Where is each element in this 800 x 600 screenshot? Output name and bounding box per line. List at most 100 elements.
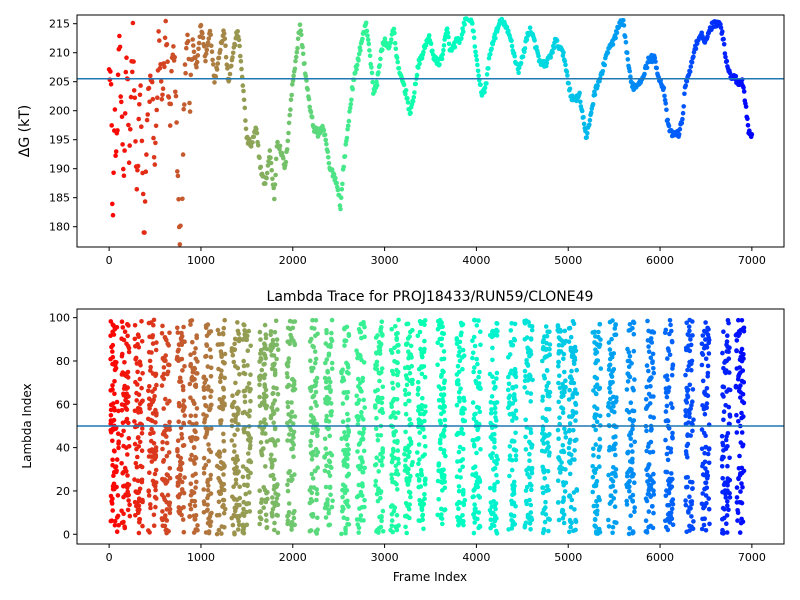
lambda-point xyxy=(263,464,268,469)
lambda-point xyxy=(175,330,181,335)
lambda-point xyxy=(289,474,294,479)
delta-g-point xyxy=(151,135,156,141)
lambda-point xyxy=(688,342,694,348)
x-tick-label: 3000 xyxy=(371,551,399,564)
lambda-point xyxy=(114,457,120,462)
lambda-point xyxy=(218,349,224,354)
lambda-point xyxy=(556,436,561,442)
lambda-point xyxy=(527,372,532,378)
delta-g-point xyxy=(160,86,166,91)
lambda-point xyxy=(274,337,280,342)
lambda-point xyxy=(545,393,551,399)
lambda-point xyxy=(471,334,477,340)
lambda-point xyxy=(273,318,279,324)
delta-g-point xyxy=(677,126,683,132)
lambda-point xyxy=(121,484,126,489)
lambda-point xyxy=(380,384,386,390)
lambda-point xyxy=(355,522,361,527)
lambda-point xyxy=(488,410,494,416)
lambda-point xyxy=(354,393,360,399)
lambda-point xyxy=(493,410,498,416)
delta-g-point xyxy=(229,63,234,69)
lambda-point xyxy=(187,514,193,519)
lambda-point xyxy=(160,446,165,452)
lambda-point xyxy=(163,513,168,518)
delta-g-point xyxy=(356,58,361,63)
lambda-point xyxy=(233,481,239,486)
delta-g-point xyxy=(198,22,204,28)
lambda-point xyxy=(375,387,381,393)
delta-g-point xyxy=(212,80,217,85)
lambda-point xyxy=(406,398,411,404)
lambda-point xyxy=(627,459,633,464)
lambda-point xyxy=(121,386,127,391)
lambda-point xyxy=(701,522,707,528)
lambda-point xyxy=(394,360,399,365)
lambda-point xyxy=(460,464,466,470)
lambda-point xyxy=(473,485,479,490)
lambda-point xyxy=(289,400,294,405)
lambda-point xyxy=(181,398,187,404)
delta-g-point xyxy=(524,37,530,42)
lambda-point xyxy=(285,521,290,527)
delta-g-point xyxy=(395,59,401,65)
delta-g-point xyxy=(360,36,365,42)
delta-g-point xyxy=(240,83,246,88)
lambda-point xyxy=(630,385,635,391)
lambda-point xyxy=(437,440,443,446)
lambda-point xyxy=(720,489,725,495)
lambda-point xyxy=(241,358,246,364)
delta-g-point xyxy=(610,42,616,47)
lambda-point xyxy=(419,371,425,377)
delta-g-point xyxy=(300,44,305,50)
lambda-point xyxy=(699,446,705,452)
delta-g-point xyxy=(168,101,174,107)
delta-g-point xyxy=(720,29,725,34)
lambda-point xyxy=(232,341,237,347)
lambda-point xyxy=(456,499,462,505)
lambda-point xyxy=(492,445,497,450)
lambda-point xyxy=(124,445,129,451)
lambda-point xyxy=(270,401,276,407)
lambda-point xyxy=(272,443,278,448)
lambda-point xyxy=(110,349,115,354)
lambda-point xyxy=(418,467,424,473)
lambda-point xyxy=(287,432,292,437)
delta-g-point xyxy=(346,118,352,124)
lambda-point xyxy=(389,518,395,523)
lambda-point xyxy=(148,505,153,511)
lambda-point xyxy=(736,419,741,424)
lambda-point xyxy=(309,499,315,504)
lambda-point xyxy=(507,453,513,459)
lambda-point xyxy=(163,516,168,522)
lambda-point xyxy=(205,426,210,432)
lambda-point xyxy=(148,417,154,423)
lambda-point xyxy=(736,333,741,339)
lambda-point xyxy=(594,342,600,347)
lambda-point xyxy=(146,493,152,498)
lambda-point xyxy=(644,363,650,368)
lambda-point xyxy=(739,410,744,416)
lambda-point xyxy=(573,402,579,408)
lambda-point xyxy=(112,522,118,528)
lambda-point xyxy=(650,525,656,531)
lambda-point xyxy=(725,499,730,504)
lambda-point xyxy=(270,507,276,512)
delta-g-point xyxy=(578,99,583,105)
lambda-point xyxy=(389,413,395,419)
lambda-point xyxy=(120,351,125,357)
lambda-point xyxy=(112,408,117,413)
lambda-point xyxy=(193,435,198,441)
lambda-point xyxy=(703,480,709,486)
lambda-point xyxy=(477,381,482,386)
lambda-point xyxy=(508,340,514,345)
lambda-point xyxy=(376,344,382,350)
lambda-point xyxy=(373,483,378,488)
lambda-point xyxy=(609,499,614,505)
lambda-point xyxy=(261,375,267,381)
delta-g-point xyxy=(392,30,397,36)
delta-g-point xyxy=(579,108,585,114)
lambda-point xyxy=(309,471,315,477)
lambda-point xyxy=(269,405,274,410)
lambda-point xyxy=(245,385,250,390)
